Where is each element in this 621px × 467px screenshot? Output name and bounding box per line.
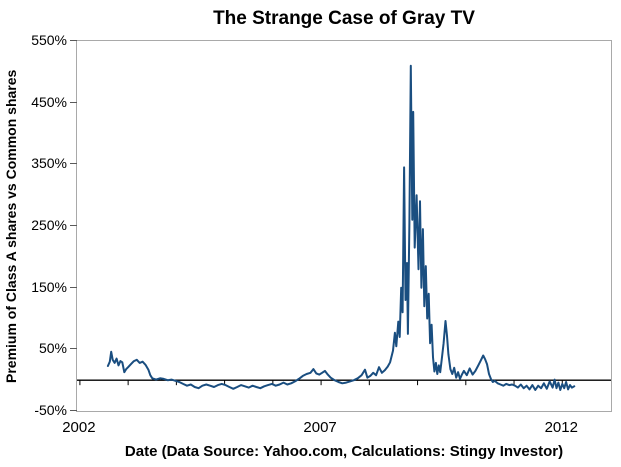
plot-area <box>76 40 612 412</box>
y-tick-label: 350% <box>31 155 67 171</box>
x-tick-label: 2002 <box>62 419 96 436</box>
y-tick-label: 450% <box>31 94 67 110</box>
x-axis-title: Date (Data Source: Yahoo.com, Calculatio… <box>124 443 564 460</box>
y-tick-label: -50% <box>34 402 67 418</box>
y-tick-mark <box>70 163 77 164</box>
x-tick-label: 2012 <box>544 419 578 436</box>
y-tick-label: 150% <box>31 279 67 295</box>
series-line-svg <box>77 64 611 391</box>
chart-title: The Strange Case of Gray TV <box>213 8 475 29</box>
y-tick-label: 550% <box>31 32 67 48</box>
y-tick-mark <box>70 348 77 349</box>
y-tick-mark <box>70 102 77 103</box>
y-tick-mark <box>70 225 77 226</box>
premium-series-line <box>106 64 576 391</box>
y-tick-label: 250% <box>31 217 67 233</box>
y-tick-label: 50% <box>38 340 67 356</box>
y-tick-mark <box>70 40 77 41</box>
x-tick-label: 2007 <box>303 419 337 436</box>
y-tick-mark <box>70 287 77 288</box>
y-tick-mark <box>70 410 77 411</box>
